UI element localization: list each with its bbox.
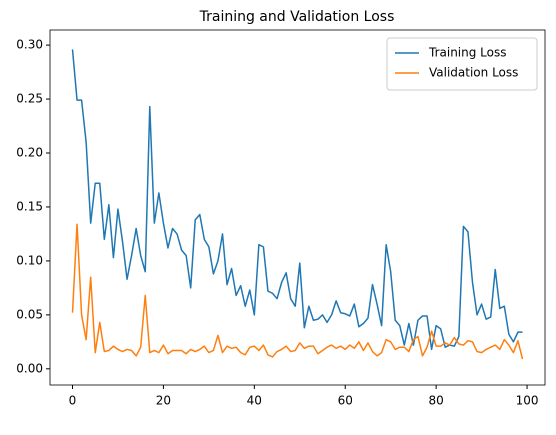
legend-label: Training Loss (428, 46, 506, 60)
y-tick-label: 0.00 (16, 361, 43, 375)
series-line (71, 49, 523, 351)
x-tick-label: 100 (516, 394, 539, 408)
axes-frame (49, 29, 546, 386)
y-tick-label: 0.10 (16, 253, 43, 267)
x-tick-label: 80 (428, 394, 443, 408)
y-tick-label: 0.15 (16, 199, 43, 213)
x-tick-label: 40 (247, 394, 262, 408)
chart-title: Training and Validation Loss (199, 9, 395, 25)
y-tick-label: 0.30 (16, 38, 43, 52)
legend-box (386, 37, 538, 91)
x-tick-label: 0 (69, 394, 77, 408)
series-line (71, 223, 524, 360)
y-tick-label: 0.20 (16, 146, 43, 160)
legend-label: Validation Loss (429, 66, 518, 80)
y-tick-label: 0.25 (16, 92, 43, 106)
x-tick-label: 20 (156, 394, 171, 408)
y-tick-label: 0.05 (16, 307, 43, 321)
x-tick-label: 60 (338, 394, 353, 408)
